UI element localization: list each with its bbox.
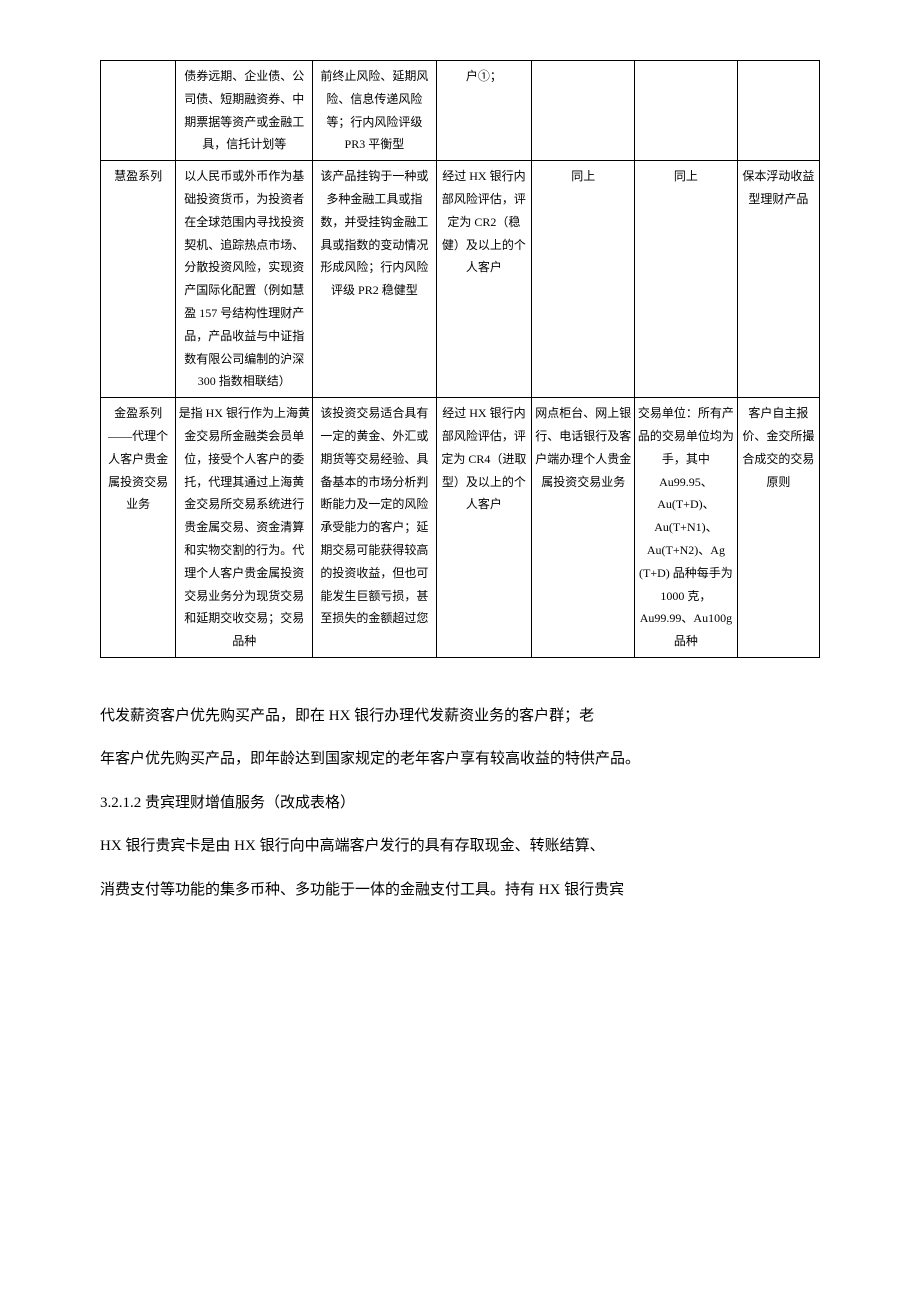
table-row: 金盈系列——代理个人客户贵金属投资交易业务 是指 HX 银行作为上海黄金交易所金… <box>101 398 820 658</box>
cell-series: 金盈系列——代理个人客户贵金属投资交易业务 <box>101 398 176 658</box>
table-row: 慧盈系列 以人民币或外币作为基础投资货币，为投资者在全球范围内寻找投资契机、追踪… <box>101 161 820 398</box>
cell-channel: 网点柜台、网上银行、电话银行及客户端办理个人贵金属投资交易业务 <box>532 398 635 658</box>
paragraph: 消费支付等功能的集多币种、多功能于一体的金融支付工具。持有 HX 银行贵宾 <box>100 872 820 910</box>
paragraph: 代发薪资客户优先购买产品，即在 HX 银行办理代发薪资业务的客户群；老 <box>100 698 820 736</box>
cell-channel <box>532 61 635 161</box>
cell-description: 债券远期、企业债、公司债、短期融资券、中期票据等资产或金融工具，信托计划等 <box>176 61 313 161</box>
product-table: 债券远期、企业债、公司债、短期融资券、中期票据等资产或金融工具，信托计划等 前终… <box>100 60 820 658</box>
cell-customer: 户①； <box>436 61 532 161</box>
cell-unit: 交易单位：所有产品的交易单位均为手，其中Au99.95、Au(T+D)、Au(T… <box>635 398 738 658</box>
cell-type: 客户自主报价、金交所撮合成交的交易原则 <box>737 398 819 658</box>
cell-unit: 同上 <box>635 161 738 398</box>
cell-risk: 前终止风险、延期风险、信息传递风险等；行内风险评级 PR3 平衡型 <box>313 61 436 161</box>
cell-series: 慧盈系列 <box>101 161 176 398</box>
paragraph: 年客户优先购买产品，即年龄达到国家规定的老年客户享有较高收益的特供产品。 <box>100 741 820 779</box>
cell-description: 是指 HX 银行作为上海黄金交易所金融类会员单位，接受个人客户的委托，代理其通过… <box>176 398 313 658</box>
table-row: 债券远期、企业债、公司债、短期融资券、中期票据等资产或金融工具，信托计划等 前终… <box>101 61 820 161</box>
cell-type: 保本浮动收益型理财产品 <box>737 161 819 398</box>
section-heading: 3.2.1.2 贵宾理财增值服务（改成表格） <box>100 785 820 823</box>
cell-customer: 经过 HX 银行内部风险评估，评定为 CR2（稳健）及以上的个人客户 <box>436 161 532 398</box>
body-text-section: 代发薪资客户优先购买产品，即在 HX 银行办理代发薪资业务的客户群；老 年客户优… <box>100 698 820 910</box>
cell-series <box>101 61 176 161</box>
cell-unit <box>635 61 738 161</box>
cell-customer: 经过 HX 银行内部风险评估，评定为 CR4（进取型）及以上的个人客户 <box>436 398 532 658</box>
paragraph: HX 银行贵宾卡是由 HX 银行向中高端客户发行的具有存取现金、转账结算、 <box>100 828 820 866</box>
cell-risk: 该产品挂钩于一种或多种金融工具或指数，并受挂钩金融工具或指数的变动情况形成风险；… <box>313 161 436 398</box>
cell-channel: 同上 <box>532 161 635 398</box>
cell-risk: 该投资交易适合具有一定的黄金、外汇或期货等交易经验、具备基本的市场分析判断能力及… <box>313 398 436 658</box>
cell-type <box>737 61 819 161</box>
cell-description: 以人民币或外币作为基础投资货币，为投资者在全球范围内寻找投资契机、追踪热点市场、… <box>176 161 313 398</box>
